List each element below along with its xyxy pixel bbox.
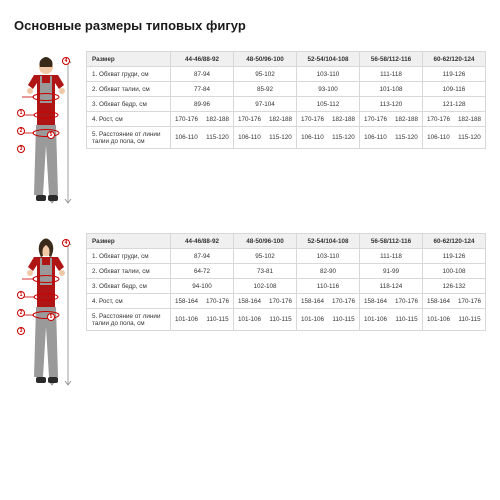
cell: 89-96 xyxy=(171,97,234,112)
cell: 110-116 xyxy=(297,279,360,294)
cell: 101-108 xyxy=(360,82,423,97)
cell: 101-106110-115 xyxy=(171,309,234,331)
cell: 97-104 xyxy=(234,97,297,112)
cell: 77-84 xyxy=(171,82,234,97)
cell: 87-94 xyxy=(171,67,234,82)
measure-marker: 4 xyxy=(62,57,70,65)
row-label: 5. Расстояние от линии талии до пола, см xyxy=(87,309,171,331)
cell: 85-92 xyxy=(234,82,297,97)
col-header: 44-46/88-92 xyxy=(171,52,234,67)
cell: 93-100 xyxy=(297,82,360,97)
col-header: 52-54/104-108 xyxy=(297,52,360,67)
cell: 103-110 xyxy=(297,67,360,82)
cell: 101-106110-115 xyxy=(360,309,423,331)
female-figure: 1 2 3 4 5 xyxy=(14,233,78,393)
cell: 106-110115-120 xyxy=(423,127,486,149)
cell: 101-106110-115 xyxy=(423,309,486,331)
cell: 126-132 xyxy=(423,279,486,294)
cell: 170-176182-188 xyxy=(360,112,423,127)
measure-marker: 5 xyxy=(47,313,55,321)
col-header: 60-62/120-124 xyxy=(423,52,486,67)
row-label: 4. Рост, см xyxy=(87,294,171,309)
cell: 101-106110-115 xyxy=(297,309,360,331)
cell: 119-126 xyxy=(423,249,486,264)
row-label: 3. Обхват бедр, см xyxy=(87,279,171,294)
size-section: 1 2 3 4 5 Размер44-46/88-9248-50/96-10052-54/… xyxy=(14,233,486,393)
cell: 82-90 xyxy=(297,264,360,279)
cell: 106-110115-120 xyxy=(297,127,360,149)
cell: 95-102 xyxy=(234,67,297,82)
cell: 170-176182-188 xyxy=(171,112,234,127)
table-row: 3. Обхват бедр, см89-9697-104105-112113-… xyxy=(87,97,486,112)
cell: 102-108 xyxy=(234,279,297,294)
row-label: 1. Обхват груди, см xyxy=(87,67,171,82)
table-row: 4. Рост, см170-176182-188170-176182-1881… xyxy=(87,112,486,127)
cell: 100-108 xyxy=(423,264,486,279)
cell: 170-176182-188 xyxy=(423,112,486,127)
row-label: 2. Обхват талии, см xyxy=(87,264,171,279)
table-row: 5. Расстояние от линии талии до пола, см… xyxy=(87,127,486,149)
table-row: 5. Расстояние от линии талии до пола, см… xyxy=(87,309,486,331)
row-label: 4. Рост, см xyxy=(87,112,171,127)
cell: 105-112 xyxy=(297,97,360,112)
size-table: Размер44-46/88-9248-50/96-10052-54/104-1… xyxy=(86,233,486,331)
measure-marker: 2 xyxy=(17,127,25,135)
col-header: 44-46/88-92 xyxy=(171,234,234,249)
table-row: 3. Обхват бедр, см94-100102-108110-11611… xyxy=(87,279,486,294)
measure-marker: 3 xyxy=(17,145,25,153)
col-header: Размер xyxy=(87,52,171,67)
cell: 158-164170-176 xyxy=(360,294,423,309)
cell: 101-106110-115 xyxy=(234,309,297,331)
measure-marker: 4 xyxy=(62,239,70,247)
size-table: Размер44-46/88-9248-50/96-10052-54/104-1… xyxy=(86,51,486,149)
cell: 106-110115-120 xyxy=(234,127,297,149)
cell: 106-110115-120 xyxy=(360,127,423,149)
cell: 103-110 xyxy=(297,249,360,264)
measure-marker: 2 xyxy=(17,309,25,317)
col-header: 56-58/112-116 xyxy=(360,234,423,249)
cell: 109-116 xyxy=(423,82,486,97)
col-header: 60-62/120-124 xyxy=(423,234,486,249)
measure-marker: 1 xyxy=(17,109,25,117)
table-row: 1. Обхват груди, см87-9495-102103-110111… xyxy=(87,249,486,264)
male-figure: 1 2 3 4 5 xyxy=(14,51,78,211)
row-label: 3. Обхват бедр, см xyxy=(87,97,171,112)
measure-marker: 1 xyxy=(17,291,25,299)
cell: 170-176182-188 xyxy=(297,112,360,127)
cell: 170-176182-188 xyxy=(234,112,297,127)
row-label: 1. Обхват груди, см xyxy=(87,249,171,264)
col-header: Размер xyxy=(87,234,171,249)
row-label: 5. Расстояние от линии талии до пола, см xyxy=(87,127,171,149)
table-row: 2. Обхват талии, см77-8485-9293-100101-1… xyxy=(87,82,486,97)
page-title: Основные размеры типовых фигур xyxy=(14,18,486,33)
row-label: 2. Обхват талии, см xyxy=(87,82,171,97)
table-row: 2. Обхват талии, см64-7273-8182-9091-991… xyxy=(87,264,486,279)
table-row: 1. Обхват груди, см87-9495-102103-110111… xyxy=(87,67,486,82)
cell: 111-118 xyxy=(360,249,423,264)
measure-marker: 3 xyxy=(17,327,25,335)
cell: 73-81 xyxy=(234,264,297,279)
cell: 158-164170-176 xyxy=(297,294,360,309)
cell: 111-118 xyxy=(360,67,423,82)
cell: 106-110115-120 xyxy=(171,127,234,149)
cell: 87-94 xyxy=(171,249,234,264)
col-header: 48-50/96-100 xyxy=(234,52,297,67)
cell: 94-100 xyxy=(171,279,234,294)
cell: 91-99 xyxy=(360,264,423,279)
col-header: 48-50/96-100 xyxy=(234,234,297,249)
measure-marker: 5 xyxy=(47,131,55,139)
size-section: 1 2 3 4 5 Размер44-46/88-9248-50/96-10052-54/… xyxy=(14,51,486,211)
cell: 113-120 xyxy=(360,97,423,112)
cell: 121-128 xyxy=(423,97,486,112)
cell: 95-102 xyxy=(234,249,297,264)
col-header: 56-58/112-116 xyxy=(360,52,423,67)
cell: 119-126 xyxy=(423,67,486,82)
cell: 118-124 xyxy=(360,279,423,294)
cell: 158-164170-176 xyxy=(171,294,234,309)
cell: 158-164170-176 xyxy=(234,294,297,309)
cell: 158-164170-176 xyxy=(423,294,486,309)
col-header: 52-54/104-108 xyxy=(297,234,360,249)
table-row: 4. Рост, см158-164170-176158-164170-1761… xyxy=(87,294,486,309)
cell: 64-72 xyxy=(171,264,234,279)
